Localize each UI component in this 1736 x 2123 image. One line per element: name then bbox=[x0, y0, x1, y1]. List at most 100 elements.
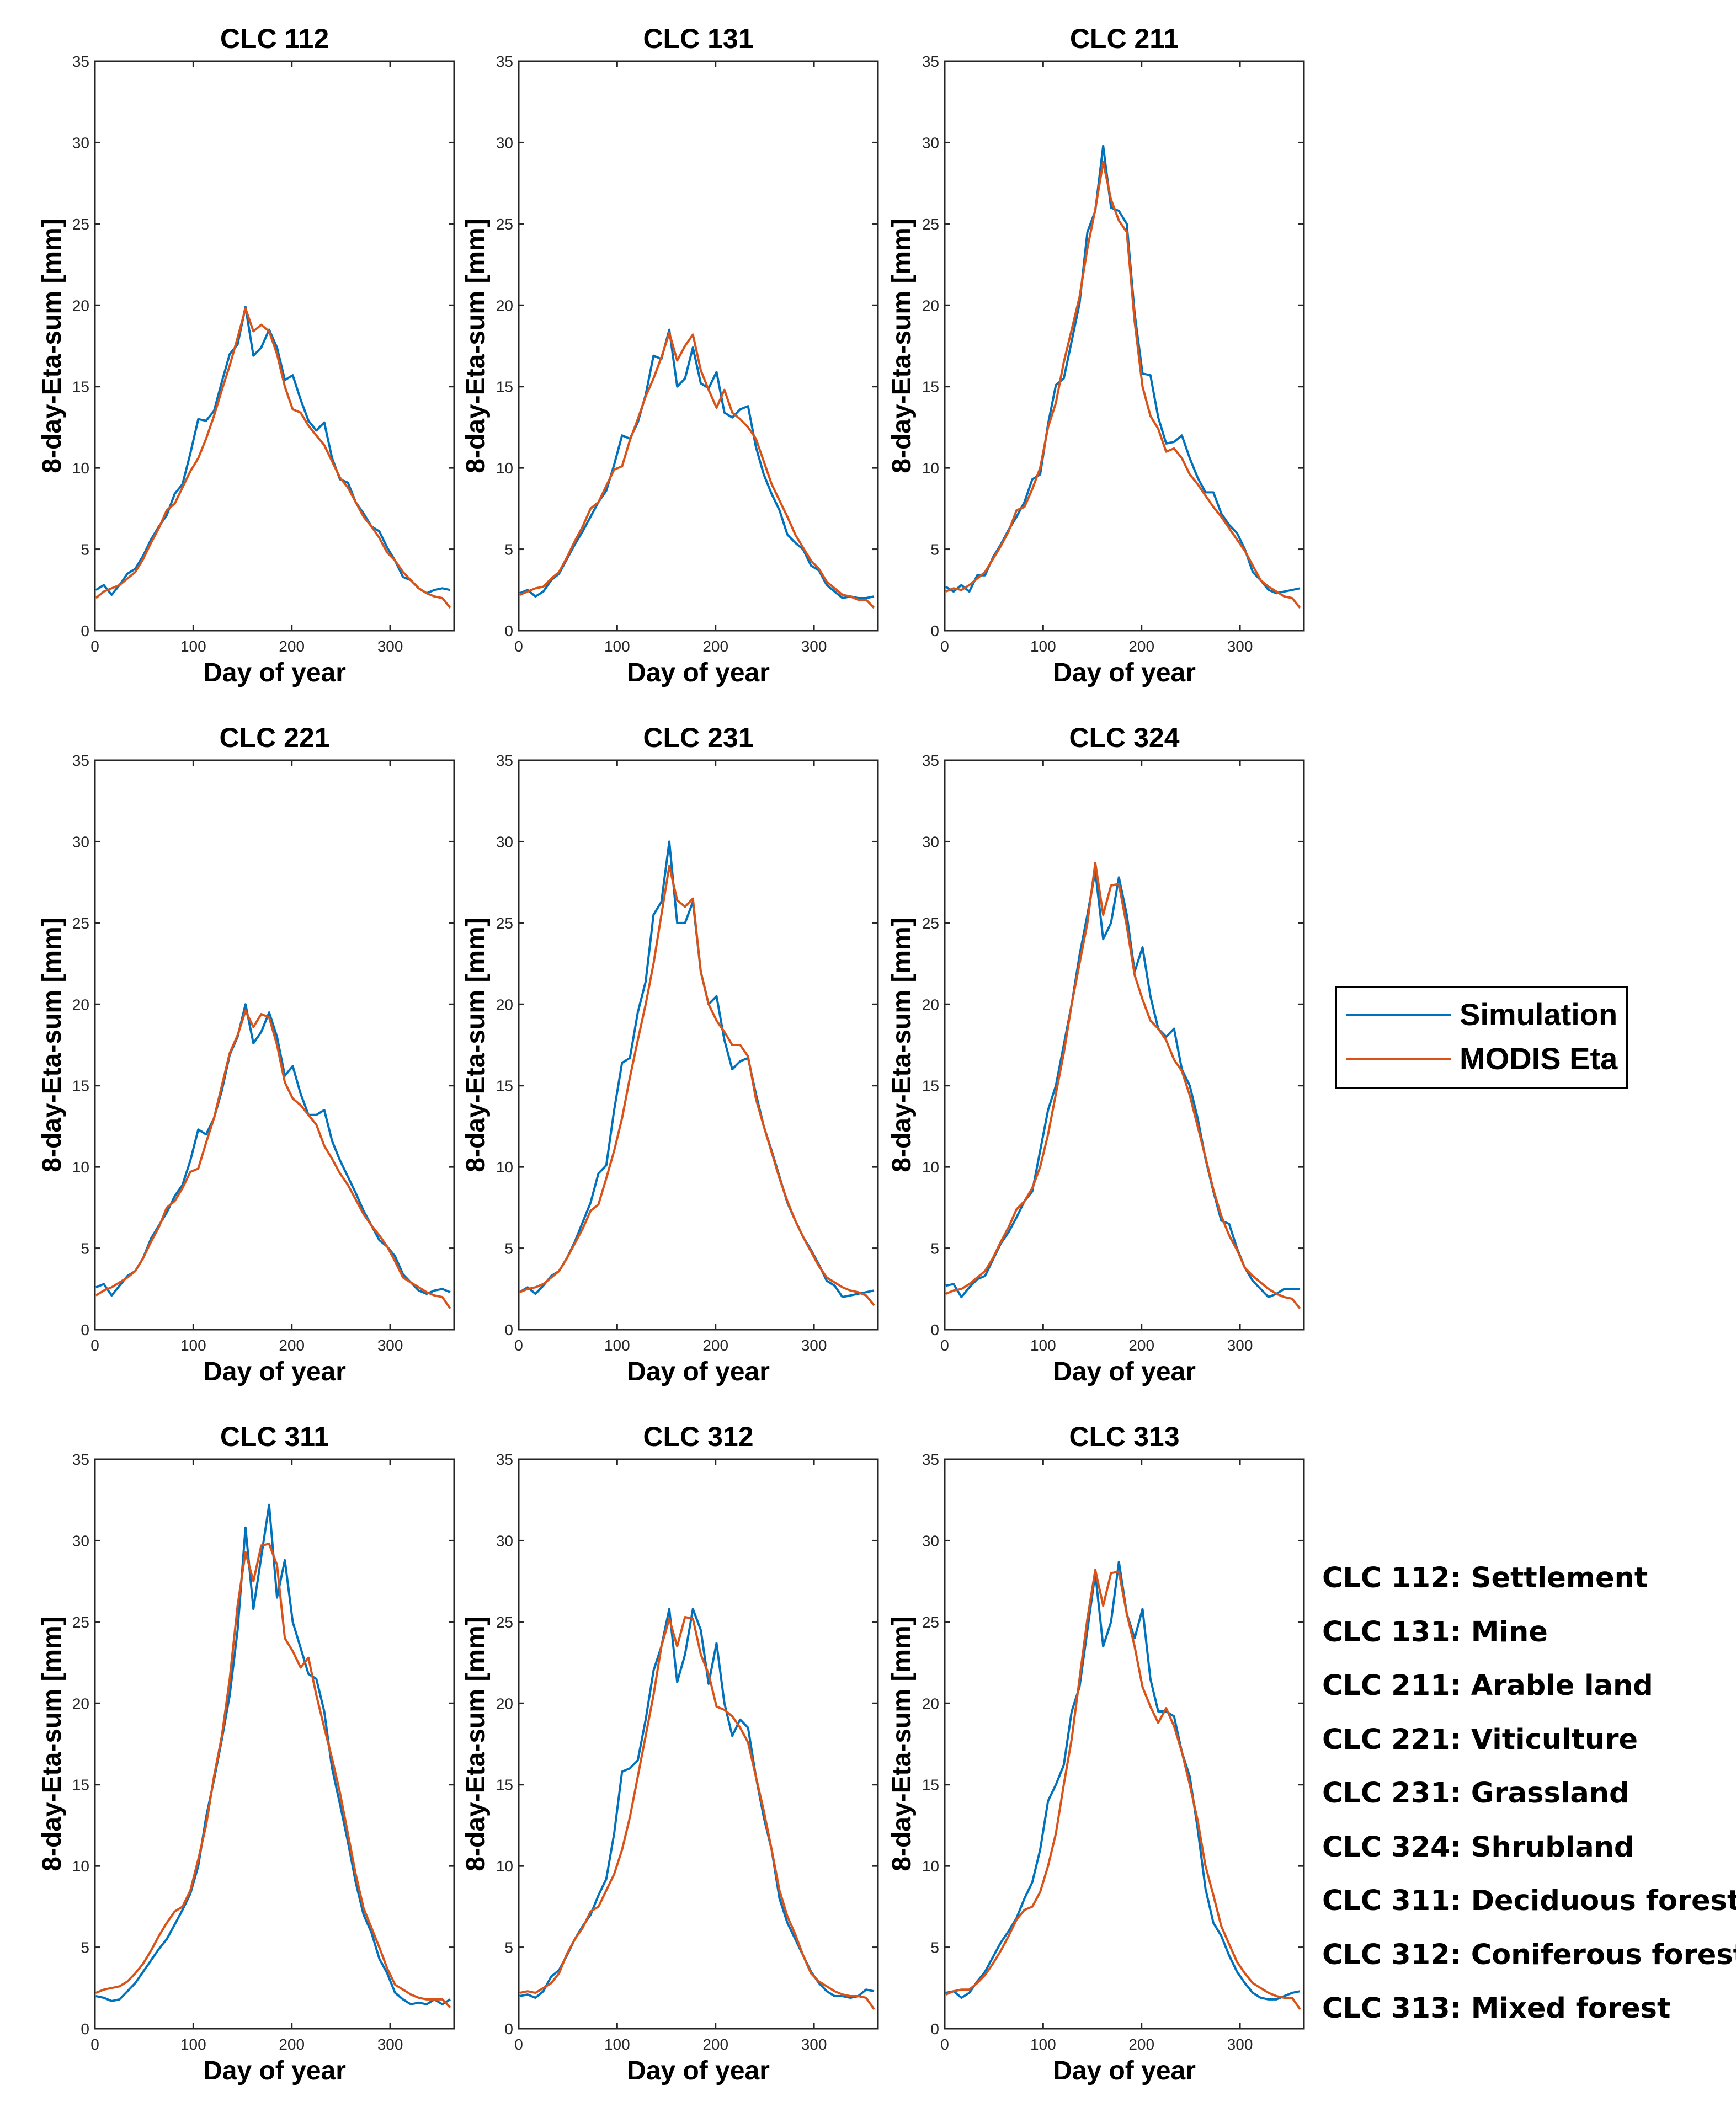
y-tick-label: 5 bbox=[504, 1240, 513, 1257]
y-tick-label: 0 bbox=[504, 1321, 513, 1338]
y-tick-label: 25 bbox=[922, 1614, 939, 1631]
y-tick-label: 35 bbox=[72, 1451, 89, 1468]
clc-legend-item: CLC 313: Mixed forest bbox=[1322, 1992, 1671, 2025]
y-tick-label: 25 bbox=[496, 1614, 513, 1631]
y-axis-label: 8-day-Eta-sum [mm] bbox=[38, 918, 67, 1172]
chart-title: CLC 313 bbox=[1069, 1421, 1179, 1452]
y-axis-label: 8-day-Eta-sum [mm] bbox=[38, 1617, 67, 1871]
x-tick-label: 200 bbox=[1128, 1337, 1154, 1354]
x-tick-label: 100 bbox=[1030, 2036, 1056, 2053]
y-tick-label: 30 bbox=[72, 134, 89, 151]
y-tick-label: 15 bbox=[72, 1777, 89, 1794]
y-tick-label: 30 bbox=[922, 134, 939, 151]
y-tick-label: 20 bbox=[496, 297, 513, 314]
y-tick-label: 10 bbox=[72, 1858, 89, 1875]
chart-title: CLC 131 bbox=[643, 23, 753, 54]
chart-title: CLC 221 bbox=[219, 722, 329, 753]
y-tick-label: 10 bbox=[496, 1858, 513, 1875]
y-tick-label: 35 bbox=[496, 752, 513, 769]
x-tick-label: 100 bbox=[1030, 638, 1056, 655]
y-tick-label: 20 bbox=[72, 297, 89, 314]
chart-title: CLC 231 bbox=[643, 722, 753, 753]
y-tick-label: 0 bbox=[930, 622, 939, 639]
y-tick-label: 25 bbox=[496, 915, 513, 932]
series-line-simulation bbox=[95, 1003, 451, 1297]
y-tick-label: 35 bbox=[496, 1451, 513, 1468]
x-tick-label: 200 bbox=[702, 1337, 728, 1354]
y-tick-label: 10 bbox=[922, 1858, 939, 1875]
y-tick-label: 0 bbox=[504, 622, 513, 639]
x-axis-label: Day of year bbox=[627, 2056, 770, 2085]
series-line-modis bbox=[519, 1616, 875, 2010]
clc-legend-item: CLC 131: Mine bbox=[1322, 1615, 1548, 1649]
x-tick-label: 100 bbox=[604, 1337, 630, 1354]
y-tick-label: 15 bbox=[496, 1777, 513, 1794]
y-tick-label: 25 bbox=[922, 216, 939, 233]
series-line-simulation bbox=[95, 306, 451, 596]
y-tick-label: 10 bbox=[72, 1159, 89, 1176]
plot-area bbox=[944, 60, 1305, 632]
chart-panel-clc-313: 0 5 10 15 20 25 30 35 0 100 200 300 CLC 313 Day of ye… bbox=[887, 1421, 1305, 2085]
y-tick-label: 35 bbox=[922, 752, 939, 769]
x-tick-label: 300 bbox=[801, 2036, 827, 2053]
y-tick-label: 5 bbox=[930, 1939, 939, 1956]
clc-legend-item: CLC 231: Grassland bbox=[1322, 1777, 1630, 1810]
y-axis-label: 8-day-Eta-sum [mm] bbox=[461, 218, 491, 473]
x-tick-label: 100 bbox=[180, 2036, 206, 2053]
x-axis-label: Day of year bbox=[1053, 1357, 1196, 1386]
chart-panel-clc-312: 0 5 10 15 20 25 30 35 0 100 200 300 CLC 312 Day of ye… bbox=[461, 1421, 879, 2085]
y-tick-label: 30 bbox=[922, 833, 939, 850]
x-tick-label: 0 bbox=[90, 638, 99, 655]
x-tick-label: 100 bbox=[604, 638, 630, 655]
y-tick-label: 10 bbox=[496, 1159, 513, 1176]
x-tick-label: 0 bbox=[514, 2036, 523, 2053]
y-tick-label: 15 bbox=[72, 378, 89, 396]
x-axis-label: Day of year bbox=[203, 1357, 346, 1386]
x-tick-label: 300 bbox=[377, 2036, 403, 2053]
x-tick-label: 200 bbox=[702, 638, 728, 655]
clc-legend-item: CLC 211: Arable land bbox=[1322, 1669, 1653, 1702]
y-tick-label: 5 bbox=[504, 1939, 513, 1956]
series-line-simulation bbox=[95, 1503, 451, 2005]
y-tick-label: 30 bbox=[72, 833, 89, 850]
y-axis-label: 8-day-Eta-sum [mm] bbox=[461, 918, 491, 1172]
x-tick-label: 0 bbox=[90, 1337, 99, 1354]
x-axis-label: Day of year bbox=[1053, 2056, 1196, 2085]
legend-label-simulation: Simulation bbox=[1460, 997, 1618, 1032]
y-tick-label: 5 bbox=[81, 1939, 89, 1956]
y-tick-label: 30 bbox=[922, 1532, 939, 1549]
y-tick-label: 25 bbox=[72, 915, 89, 932]
x-axis-label: Day of year bbox=[203, 2056, 346, 2085]
legend-entry-modis: MODIS Eta bbox=[1337, 1037, 1626, 1081]
x-tick-label: 100 bbox=[180, 638, 206, 655]
y-tick-label: 20 bbox=[922, 1695, 939, 1712]
chart-title: CLC 112 bbox=[220, 23, 329, 54]
y-tick-label: 5 bbox=[930, 541, 939, 558]
y-axis-label: 8-day-Eta-sum [mm] bbox=[887, 1617, 917, 1871]
y-tick-label: 0 bbox=[504, 2020, 513, 2037]
chart-panel-clc-231: 0 5 10 15 20 25 30 35 0 100 200 300 CLC 231 Day of ye… bbox=[461, 722, 879, 1386]
chart-panel-clc-311: 0 5 10 15 20 25 30 35 0 100 200 300 CLC 311 Day of ye… bbox=[38, 1421, 455, 2085]
x-tick-label: 0 bbox=[90, 2036, 99, 2053]
x-tick-label: 200 bbox=[279, 638, 305, 655]
chart-title: CLC 312 bbox=[643, 1421, 753, 1452]
y-tick-label: 25 bbox=[72, 1614, 89, 1631]
y-tick-label: 20 bbox=[496, 1695, 513, 1712]
y-tick-label: 30 bbox=[496, 134, 513, 151]
chart-panel-clc-211: 0 5 10 15 20 25 30 35 0 100 200 300 CLC 211 Day of ye… bbox=[887, 23, 1305, 687]
y-tick-label: 10 bbox=[922, 460, 939, 477]
series-line-modis bbox=[95, 1543, 451, 2009]
y-tick-label: 5 bbox=[81, 1240, 89, 1257]
clc-class-legend: CLC 112: Settlement CLC 131: Mine CLC 21… bbox=[1322, 1551, 1736, 2036]
x-tick-label: 300 bbox=[377, 638, 403, 655]
series-line-modis bbox=[519, 332, 875, 609]
x-tick-label: 300 bbox=[377, 1337, 403, 1354]
y-tick-label: 25 bbox=[72, 216, 89, 233]
y-tick-label: 25 bbox=[496, 216, 513, 233]
y-tick-label: 0 bbox=[81, 622, 89, 639]
series-line-modis bbox=[95, 307, 451, 609]
x-tick-label: 300 bbox=[1227, 638, 1253, 655]
chart-title: CLC 324 bbox=[1069, 722, 1179, 753]
clc-legend-item: CLC 312: Coniferous forest bbox=[1322, 1938, 1736, 1971]
x-tick-label: 300 bbox=[801, 1337, 827, 1354]
